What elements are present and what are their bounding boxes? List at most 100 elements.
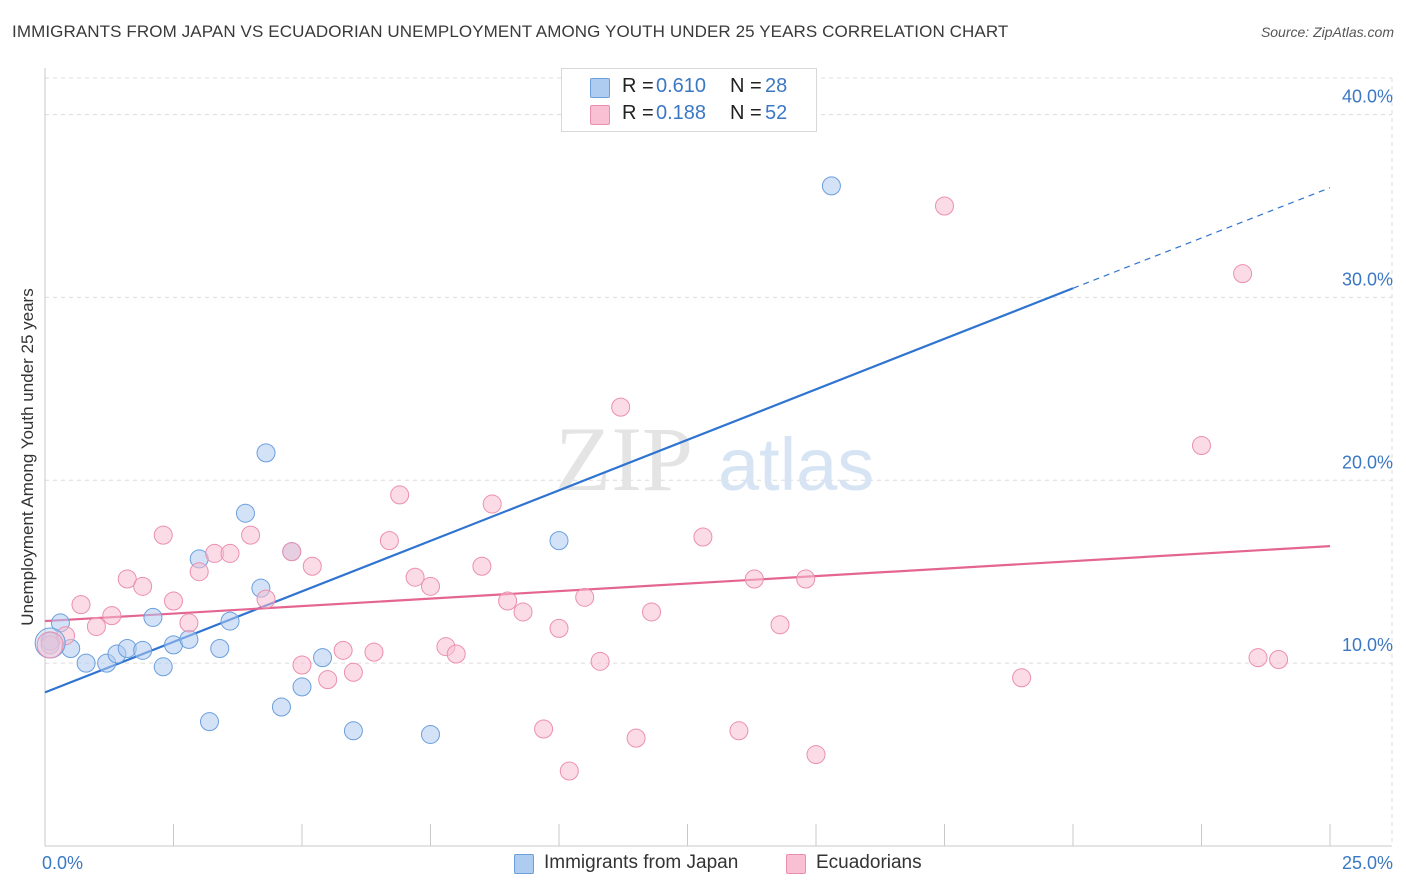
ecuadorian-point [472, 556, 492, 576]
legend-n-value: 28 [765, 75, 788, 97]
ecuadorian-point [241, 525, 261, 545]
ecuadorian-point [729, 721, 749, 741]
ecuadorian-point [693, 527, 713, 547]
bottom-legend-label: Ecuadorians [816, 852, 922, 873]
ecuadorian-point [1192, 436, 1211, 456]
ecuadorian-point [1233, 264, 1253, 284]
japan-point [421, 724, 440, 744]
ecuadorian-point [318, 670, 338, 690]
ecuadorian-point [292, 655, 312, 675]
ecuadorian-point [405, 567, 425, 587]
ecuadorian-point [559, 761, 579, 781]
ecuadorian-point [256, 589, 276, 609]
ecuadorian-point [364, 642, 384, 662]
legend-r-label: R = [622, 75, 654, 97]
japan-point [292, 677, 312, 697]
ecuadorian-point [179, 613, 199, 633]
ecuadorian-point [333, 640, 353, 660]
japan-point [220, 611, 240, 631]
source-label: Source: ZipAtlas.com [1260, 24, 1394, 40]
japan-swatch [514, 854, 534, 874]
y-tick-label: 40.0% [1342, 87, 1393, 107]
y-tick-label: 20.0% [1342, 452, 1393, 472]
ecuadorian-point [302, 556, 322, 576]
trend-lines [44, 187, 1331, 694]
ecuadorian-point [446, 644, 466, 664]
japan-point [179, 629, 199, 649]
gridlines [45, 77, 1393, 846]
ecuadorian-point [40, 635, 60, 655]
ecuadorian-point [56, 626, 76, 646]
japan-trend-extension [1072, 187, 1331, 289]
ecuadorian-point [71, 595, 91, 615]
legend-r-value: 0.610 [656, 75, 707, 97]
ecuadorian-point [744, 569, 764, 589]
ecuadorian-point [498, 591, 518, 611]
ecuadorian-point [513, 602, 533, 622]
ecuadorian-point [796, 569, 816, 589]
ecuadorian-point [935, 196, 954, 216]
ecuadorian-point [164, 591, 183, 611]
chart-title: IMMIGRANTS FROM JAPAN VS ECUADORIAN UNEM… [12, 22, 1009, 41]
ecuadorian-point [1248, 648, 1268, 668]
watermark: ZIP atlas [555, 408, 874, 510]
ecuadorian-point [343, 662, 363, 682]
tick-labels: 10.0% 20.0% 30.0% 40.0% 0.0% 25.0% [42, 87, 1393, 873]
ecuadorians-swatch [786, 854, 806, 874]
japan-point [343, 721, 363, 741]
japan-point [133, 640, 153, 660]
ecuadorian-point [421, 576, 440, 596]
ecuadorian-point [1269, 649, 1289, 669]
ecuadorian-point [534, 719, 554, 739]
y-tick-label: 10.0% [1342, 635, 1393, 655]
japan-point [313, 648, 333, 668]
watermark-zip: ZIP [555, 408, 693, 510]
japan-point [76, 653, 96, 673]
correlation-legend: R = 0.610 N = 28 R = 0.188 N = 52 [561, 68, 817, 132]
japan-point [153, 657, 173, 677]
ecuadorian-point [590, 651, 610, 671]
ecuadorians-swatch [590, 105, 610, 125]
japan-point [210, 639, 230, 659]
japan-trend-line [44, 287, 1074, 694]
x-tick-label: 25.0% [1342, 853, 1393, 873]
japan-point [549, 531, 569, 551]
ecuadorian-point [575, 587, 595, 607]
ecuadorian-point [117, 569, 137, 589]
japan-swatch [590, 78, 610, 98]
ecuadorian-cluster-point [36, 631, 64, 659]
legend-n-label: N = [730, 75, 762, 97]
ecuadorian-point [220, 543, 240, 563]
ecuadorian-point [86, 617, 106, 637]
ecuadorian-point [806, 745, 826, 765]
legend-n-value: 52 [765, 102, 788, 124]
ecuadorian-trend-line [44, 545, 1331, 623]
data-points [34, 176, 1289, 781]
ecuadorian-point [482, 494, 502, 514]
ecuadorian-point [549, 618, 569, 638]
japan-point [271, 697, 291, 717]
ecuadorian-point [770, 615, 790, 635]
japan-point [235, 503, 255, 523]
japan-point [199, 712, 219, 732]
y-axis-label: Unemployment Among Youth under 25 years [18, 288, 37, 625]
x-tick-label: 0.0% [42, 853, 83, 873]
legend-r-value: 0.188 [656, 102, 707, 124]
ecuadorian-point [611, 397, 631, 417]
ecuadorian-point [390, 485, 410, 505]
watermark-atlas: atlas [718, 423, 874, 506]
axes [44, 68, 1392, 847]
ecuadorian-point [102, 606, 122, 626]
ecuadorian-point [1012, 668, 1032, 688]
japan-point [821, 176, 841, 196]
ecuadorian-point [133, 576, 153, 596]
ecuadorian-point [379, 531, 399, 551]
y-tick-label: 30.0% [1342, 269, 1393, 289]
japan-point [143, 607, 163, 627]
legend-r-label: R = [622, 102, 654, 124]
ecuadorian-point [626, 728, 646, 748]
ecuadorian-point [153, 525, 173, 545]
ecuadorian-point [282, 542, 302, 562]
japan-point [256, 443, 276, 463]
